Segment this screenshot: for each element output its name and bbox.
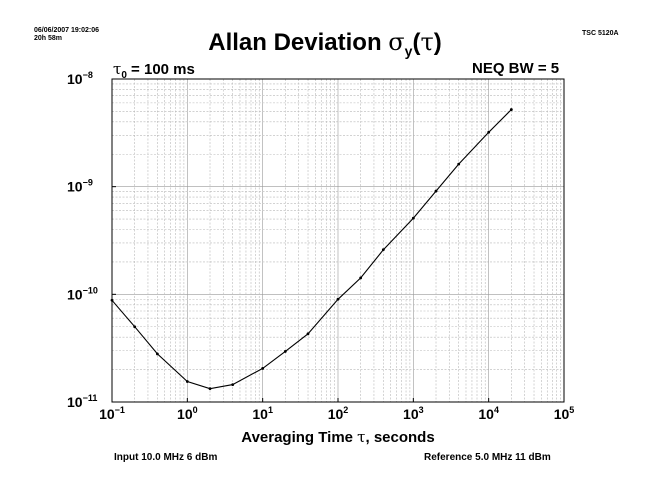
x-tick-exponent: 1: [268, 405, 273, 415]
tau0-subscript: 0: [121, 70, 127, 81]
x-tick-exponent: −1: [115, 405, 125, 415]
run-duration: 20h 58m: [34, 35, 63, 42]
y-tick-base: 10: [67, 179, 83, 195]
x-tick-exponent: 4: [494, 405, 499, 415]
input-info: Input 10.0 MHz 6 dBm: [114, 452, 218, 463]
data-point: [434, 189, 438, 193]
y-tick-label: 10−8: [67, 70, 93, 87]
data-point: [231, 383, 235, 387]
x-tick-base: 10: [252, 406, 268, 422]
title-open-paren: (: [412, 29, 421, 56]
x-axis-label: Averaging Time τ, seconds: [112, 428, 564, 446]
data-point: [283, 350, 287, 353]
x-tick-base: 10: [478, 406, 494, 422]
series-line: [111, 109, 512, 390]
data-point: [306, 332, 310, 336]
y-tick-base: 10: [67, 394, 83, 410]
instrument-label: TSC 5120A: [582, 30, 619, 37]
x-tick-base: 10: [403, 406, 419, 422]
xlabel-after: , seconds: [365, 429, 435, 446]
x-tick-base: 10: [328, 406, 344, 422]
data-point: [457, 162, 461, 166]
series: [110, 108, 513, 391]
data-point: [336, 297, 340, 301]
x-tick-label: 100: [177, 405, 198, 422]
timestamp: 06/06/2007 19:02:06: [34, 27, 99, 34]
data-point: [133, 325, 137, 329]
y-tick-label: 10−11: [67, 393, 97, 410]
x-tick-label: 10−1: [99, 405, 125, 422]
neq-bw-annotation: NEQ BW = 5: [472, 60, 560, 77]
y-tick-label: 10−9: [67, 178, 93, 195]
title-tau-symbol: τ: [420, 28, 434, 56]
y-tick-exponent: −8: [83, 70, 93, 80]
title-close-paren: ): [433, 29, 442, 56]
x-tick-base: 10: [99, 406, 115, 422]
data-point: [208, 387, 212, 391]
xlabel-before: Averaging Time: [241, 429, 358, 446]
data-point: [261, 367, 265, 370]
data-point: [185, 380, 189, 383]
chart-title: Allan Deviation σy(τ): [0, 28, 650, 59]
tau0-symbol: τ: [113, 60, 122, 78]
x-tick-label: 105: [554, 405, 575, 422]
x-tick-base: 10: [177, 406, 193, 422]
x-tick-label: 101: [252, 405, 273, 422]
x-tick-labels: 10−1 100 101 102 103 104 105: [99, 398, 574, 422]
data-point: [110, 298, 114, 302]
x-tick-exponent: 5: [569, 405, 574, 415]
y-tick-exponent: −11: [83, 393, 98, 403]
sigma-symbol: σ: [388, 28, 405, 56]
data-point: [411, 216, 415, 220]
x-tick-label: 103: [403, 405, 424, 422]
tau0-annotation: τ0 = 100 ms: [113, 60, 195, 81]
y-tick-base: 10: [67, 71, 83, 87]
title-text: Allan Deviation: [208, 29, 389, 56]
x-tick-exponent: 3: [419, 405, 424, 415]
reference-info: Reference 5.0 MHz 11 dBm: [424, 452, 551, 463]
xlabel-tau-symbol: τ: [357, 428, 366, 446]
x-tick-exponent: 0: [193, 405, 198, 415]
y-tick-label: 10−10: [67, 285, 98, 302]
x-tick-exponent: 2: [343, 405, 348, 415]
y-tick-base: 10: [67, 286, 83, 302]
x-tick-base: 10: [554, 406, 570, 422]
data-point: [381, 248, 385, 252]
y-tick-exponent: −9: [83, 178, 93, 188]
x-tick-label: 102: [328, 405, 349, 422]
data-point: [487, 130, 491, 134]
data-point: [155, 352, 159, 356]
title-subscript: y: [404, 42, 413, 59]
data-point: [359, 276, 363, 280]
grid: [112, 79, 564, 402]
data-point: [509, 108, 513, 111]
y-tick-exponent: −10: [83, 285, 98, 295]
tau0-value: = 100 ms: [131, 61, 195, 78]
x-tick-label: 104: [478, 405, 499, 422]
